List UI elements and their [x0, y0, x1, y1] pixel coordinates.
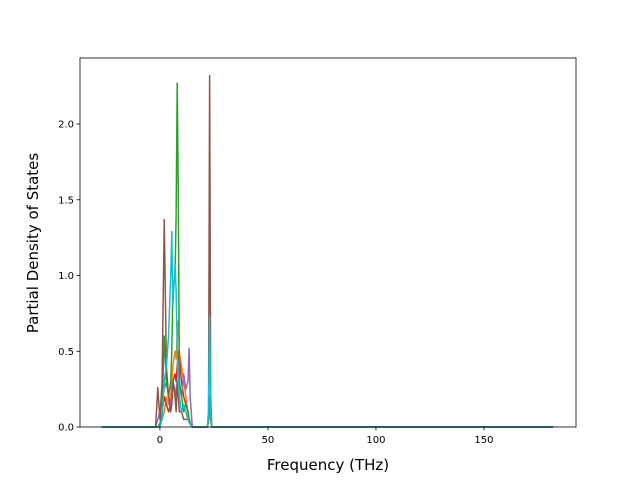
- x-tick-label: 50: [262, 435, 275, 446]
- x-axis-label: Frequency (THz): [267, 456, 389, 474]
- y-tick-label: 0.5: [58, 347, 74, 358]
- y-tick-label: 1.5: [58, 195, 74, 206]
- x-tick-label: 0: [157, 435, 163, 446]
- series-line: [101, 82, 554, 428]
- x-tick-label: 100: [366, 435, 385, 446]
- y-tick-label: 2.0: [58, 120, 74, 131]
- y-axis-label: Partial Density of States: [24, 153, 42, 334]
- series-line: [101, 230, 554, 428]
- y-tick-label: 1.0: [58, 271, 74, 282]
- series-line: [101, 74, 554, 428]
- plot-frame: [79, 57, 577, 428]
- x-tick-label: 150: [474, 435, 493, 446]
- y-tick-label: 0.0: [58, 423, 74, 434]
